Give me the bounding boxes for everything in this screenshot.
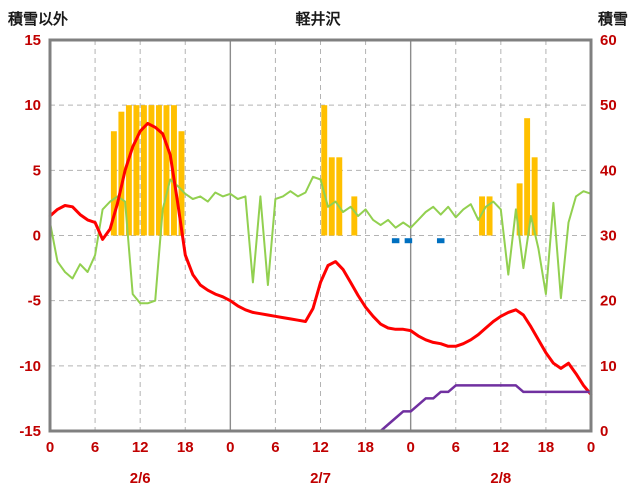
- left-tick-label: 10: [24, 97, 41, 114]
- plot-frame: [48, 38, 593, 433]
- day-label: 2/8: [490, 470, 511, 487]
- hour-tick-label: 0: [46, 439, 54, 456]
- hour-tick-label: 0: [406, 439, 414, 456]
- left-tick-label: -10: [19, 358, 41, 375]
- left-tick-label: 5: [33, 162, 41, 179]
- orange-bar: [336, 157, 343, 236]
- left-tick-label: 15: [24, 32, 41, 49]
- hour-tick-label: 18: [357, 439, 374, 456]
- day-label: 2/6: [130, 470, 151, 487]
- left-tick-label: 0: [33, 228, 41, 245]
- orange-bar: [133, 105, 140, 236]
- right-tick-label: 40: [600, 162, 617, 179]
- right-tick-label: 60: [600, 32, 617, 49]
- hour-tick-label: 0: [226, 439, 234, 456]
- green-line: [49, 175, 592, 305]
- right-tick-label: 50: [600, 97, 617, 114]
- left-tick-label: -15: [19, 423, 41, 440]
- orange-bar: [178, 131, 185, 236]
- hour-tick-label: 12: [132, 439, 149, 456]
- left-tick-label: -5: [28, 293, 41, 310]
- orange-bar: [110, 131, 117, 236]
- right-tick-label: 0: [600, 423, 608, 440]
- orange-bar: [328, 157, 335, 236]
- orange-bar: [148, 105, 155, 236]
- orange-bar: [524, 118, 531, 236]
- red-line: [48, 121, 593, 396]
- hour-tick-label: 18: [177, 439, 194, 456]
- hour-tick-label: 12: [492, 439, 509, 456]
- orange-bar: [321, 105, 328, 236]
- hour-tick-label: 12: [312, 439, 329, 456]
- right-tick-label: 30: [600, 228, 617, 245]
- hour-tick-label: 6: [452, 439, 460, 456]
- orange-bar: [351, 196, 358, 236]
- hour-tick-label: 6: [271, 439, 279, 456]
- chart-title: 軽井沢: [295, 11, 341, 28]
- hour-tick-label: 18: [538, 439, 555, 456]
- day-label: 2/7: [310, 470, 331, 487]
- orange-bar: [140, 105, 147, 236]
- orange-bar: [155, 105, 162, 236]
- orange-bar: [486, 196, 493, 236]
- orange-bar: [125, 105, 132, 236]
- orange-bar: [118, 111, 125, 236]
- hour-tick-label: 6: [91, 439, 99, 456]
- right-tick-label: 20: [600, 293, 617, 310]
- orange-bar: [516, 183, 523, 236]
- orange-bar: [163, 105, 170, 236]
- orange-bar: [479, 196, 486, 236]
- left-axis-title: 積雪以外: [8, 11, 69, 28]
- orange-bar: [531, 157, 538, 236]
- right-tick-label: 10: [600, 358, 617, 375]
- hour-tick-label: 0: [587, 439, 595, 456]
- right-axis-title: 積雪: [597, 11, 628, 28]
